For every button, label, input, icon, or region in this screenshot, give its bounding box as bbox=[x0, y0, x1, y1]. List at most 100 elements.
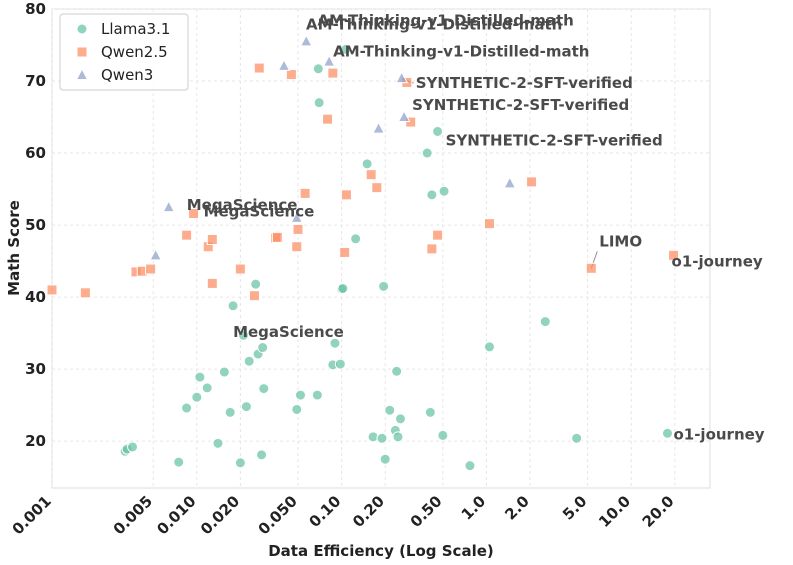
llama3-1-point bbox=[191, 391, 203, 403]
llama3-1-point bbox=[237, 329, 249, 341]
qwen2-5-point bbox=[46, 284, 58, 296]
grid bbox=[51, 8, 710, 488]
qwen2-5-point bbox=[234, 263, 246, 275]
qwen2-5-point bbox=[327, 67, 339, 79]
annotation-label: MegaScience bbox=[233, 323, 344, 341]
annotation-label: AM-Thinking-v1-Distilled-math bbox=[306, 15, 562, 33]
llama3-1-point bbox=[258, 383, 270, 395]
legend-label-qwen3: Qwen3 bbox=[101, 66, 153, 84]
qwen3-point bbox=[372, 121, 385, 134]
llama3-1-point bbox=[340, 43, 352, 55]
qwen2-5-point bbox=[206, 277, 218, 289]
llama3-1-point bbox=[257, 342, 269, 354]
llama3-1-point bbox=[227, 300, 239, 312]
x-tick-label: 0.50 bbox=[407, 492, 446, 531]
qwen3-point bbox=[397, 109, 411, 123]
y-tick-label: 40 bbox=[25, 288, 46, 306]
qwen3-point bbox=[277, 58, 291, 71]
x-tick-label: 0.050 bbox=[255, 492, 301, 538]
x-tick-label: 0.10 bbox=[306, 492, 345, 531]
llama3-1-point bbox=[173, 456, 185, 468]
llama3-1-point bbox=[337, 282, 349, 294]
llama3-1-point bbox=[421, 147, 433, 159]
qwen3-point bbox=[322, 54, 336, 67]
qwen2-5-point bbox=[181, 229, 193, 241]
x-tick-label: 0.005 bbox=[110, 492, 156, 538]
llama3-1-point bbox=[384, 404, 396, 416]
y-axis-ticks: 20 30 40 50 60 70 80 bbox=[25, 0, 46, 450]
llama3-1-point bbox=[194, 371, 206, 383]
qwen2-5-point bbox=[339, 246, 351, 258]
qwen2-5-point bbox=[405, 116, 417, 128]
llama3-1-point bbox=[334, 358, 346, 370]
qwen2-5-point bbox=[668, 249, 680, 261]
llama3-1-point bbox=[571, 432, 583, 444]
x-tick-label: 1.0 bbox=[458, 492, 490, 524]
annotation-label: SYNTHETIC-2-SFT-verified bbox=[446, 131, 663, 149]
llama3-1-point bbox=[391, 365, 403, 377]
llama3-1-point bbox=[426, 189, 438, 201]
x-tick-label: 0.020 bbox=[197, 492, 243, 538]
data-points bbox=[46, 34, 680, 472]
legend: Llama3.1 Qwen2.5 Qwen3 bbox=[59, 13, 189, 91]
llama3-1-point bbox=[313, 97, 325, 109]
qwen2-5-point bbox=[365, 169, 377, 181]
x-tick-label: 0.010 bbox=[153, 492, 199, 538]
qwen2-5-point bbox=[271, 231, 283, 243]
annotations: AM-Thinking-v1-Distilled-mathAM-Thinking… bbox=[187, 11, 765, 443]
y-tick-label: 50 bbox=[25, 216, 46, 234]
annotation-label: o1-journey bbox=[673, 425, 764, 443]
legend-marker-qwen3 bbox=[75, 67, 89, 80]
llama3-1-point bbox=[329, 337, 341, 349]
qwen2-5-point bbox=[426, 243, 438, 255]
qwen3-point bbox=[290, 210, 304, 223]
llama3-1-point bbox=[367, 431, 379, 443]
x-tick-label: 20.0 bbox=[639, 492, 678, 531]
qwen2-5-point bbox=[432, 229, 444, 241]
llama3-1-point bbox=[250, 278, 262, 290]
llama3-1-point bbox=[294, 389, 306, 401]
llama3-1-point bbox=[661, 427, 673, 439]
x-tick-label: 0.20 bbox=[349, 492, 388, 531]
llama3-1-point bbox=[483, 341, 495, 353]
llama3-1-point bbox=[312, 63, 324, 75]
qwen2-5-point bbox=[285, 69, 297, 81]
annotation-label: SYNTHETIC-2-SFT-verified bbox=[416, 74, 633, 92]
annotation-label: MegaScience bbox=[204, 203, 315, 221]
qwen2-5-point bbox=[292, 223, 304, 235]
x-axis-label: Data Efficiency (Log Scale) bbox=[268, 542, 494, 560]
llama3-1-point bbox=[311, 389, 323, 401]
qwen3-point bbox=[149, 248, 163, 261]
x-tick-label: 2.0 bbox=[501, 492, 533, 524]
qwen2-5-point bbox=[483, 218, 495, 230]
y-tick-label: 80 bbox=[25, 0, 46, 18]
qwen2-5-point bbox=[248, 290, 260, 302]
annotation-label: o1-journey bbox=[672, 252, 763, 270]
y-tick-label: 20 bbox=[25, 432, 46, 450]
llama3-1-point bbox=[361, 158, 373, 170]
qwen2-5-point bbox=[188, 208, 200, 220]
llama3-1-point bbox=[234, 457, 246, 469]
qwen2-5-point bbox=[526, 176, 538, 188]
legend-label-llama3-1: Llama3.1 bbox=[101, 20, 170, 38]
y-tick-label: 60 bbox=[25, 144, 46, 162]
qwen3-point bbox=[299, 34, 313, 47]
annotation-label: MegaScience bbox=[187, 196, 298, 214]
llama3-1-point bbox=[379, 453, 391, 465]
llama3-1-point bbox=[350, 233, 362, 245]
llama3-1-point bbox=[218, 366, 230, 378]
llama3-1-point bbox=[201, 382, 213, 394]
llama3-1-point bbox=[127, 441, 139, 453]
qwen2-5-point bbox=[340, 189, 352, 201]
llama3-1-point bbox=[437, 429, 449, 441]
y-tick-label: 30 bbox=[25, 360, 46, 378]
llama3-1-point bbox=[424, 406, 436, 418]
legend-items: Llama3.1 Qwen2.5 Qwen3 bbox=[75, 20, 170, 84]
llama3-1-point bbox=[240, 401, 252, 413]
llama3-1-point bbox=[438, 185, 450, 197]
llama3-1-point bbox=[378, 280, 390, 292]
annotation-label: SYNTHETIC-2-SFT-verified bbox=[412, 96, 629, 114]
llama3-1-point bbox=[224, 406, 236, 418]
legend-marker-llama3-1 bbox=[76, 23, 88, 35]
legend-marker-qwen2-5 bbox=[76, 46, 88, 58]
